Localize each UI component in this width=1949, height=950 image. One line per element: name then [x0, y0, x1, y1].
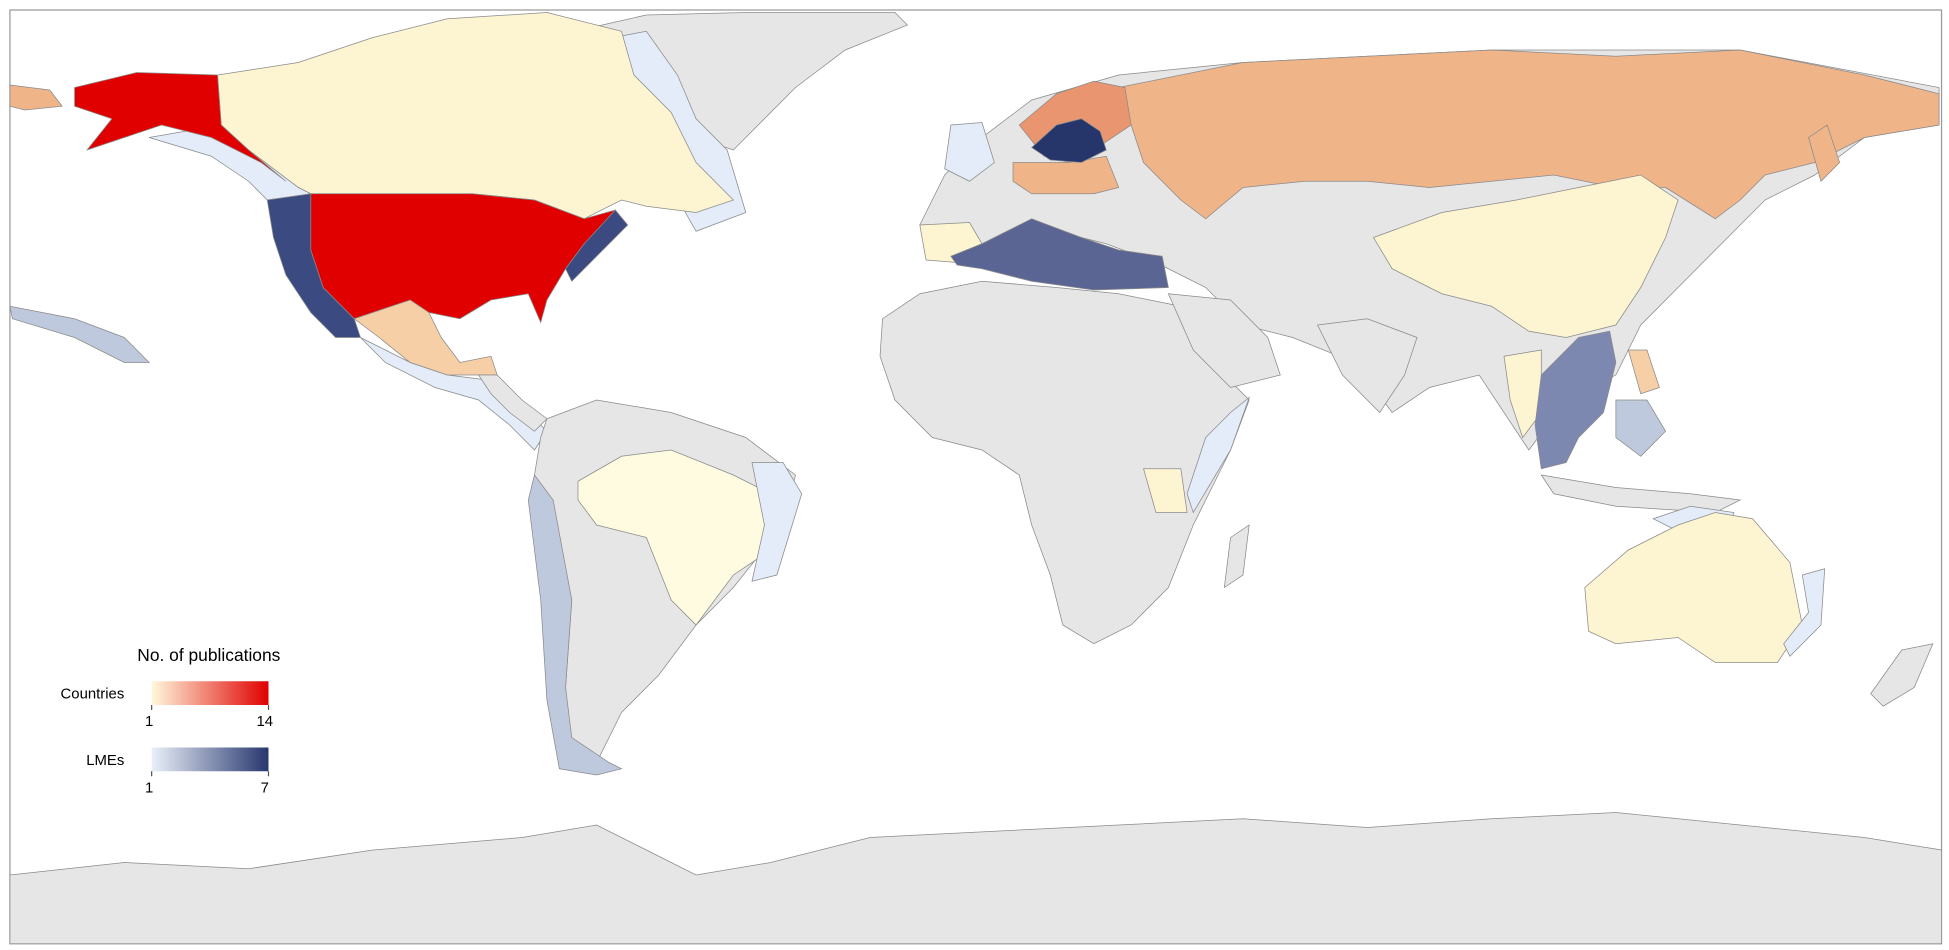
- legend-color-bar: [151, 747, 269, 772]
- kamchatka: [1808, 124, 1841, 182]
- legend-min-label: 1: [145, 713, 153, 730]
- india: [1316, 318, 1418, 414]
- lme-sulu-celebes: [1615, 399, 1667, 457]
- lme-northeast-australia: [1783, 568, 1826, 657]
- antarctica: [9, 812, 1942, 945]
- map-shapes: [9, 12, 1942, 945]
- lme-northeast-us-shelf: [565, 209, 629, 282]
- lme-baltic-sea: [1031, 118, 1107, 163]
- chukotka: [9, 84, 63, 111]
- china: [1372, 174, 1679, 338]
- legend-color-bar: [151, 681, 269, 705]
- brazil: [577, 449, 784, 626]
- lme-hawaii: [9, 305, 151, 363]
- africa: [879, 280, 1250, 645]
- russia: [1118, 49, 1940, 220]
- new-zealand: [1870, 643, 1934, 707]
- indonesia: [1540, 474, 1742, 513]
- lme-south-china-sea: [1534, 330, 1617, 470]
- legend-max-label: 14: [256, 713, 273, 730]
- legend: No. of publications Countries 1 14 LMEs 1 7: [61, 645, 281, 796]
- madagascar: [1223, 524, 1250, 589]
- indochina: [1503, 349, 1542, 439]
- legend-min-label: 1: [145, 779, 153, 796]
- central-america: [477, 374, 548, 432]
- legend-scale-label: Countries: [61, 686, 125, 703]
- legend-title: No. of publications: [137, 645, 280, 665]
- arabia: [1167, 293, 1281, 388]
- alaska: [74, 72, 287, 182]
- lme-somali-current: [1186, 396, 1250, 514]
- legend-scale-label: LMEs: [86, 752, 124, 769]
- lme-mediterranean: [950, 218, 1169, 291]
- mozambique: [1143, 468, 1188, 513]
- lme-humboldt-current: [527, 474, 623, 776]
- lme-celtic-biscay: [944, 122, 995, 182]
- philippines: [1627, 349, 1660, 395]
- mexico: [353, 299, 498, 376]
- legend-max-label: 7: [261, 779, 269, 796]
- lme-east-brazil: [751, 462, 803, 582]
